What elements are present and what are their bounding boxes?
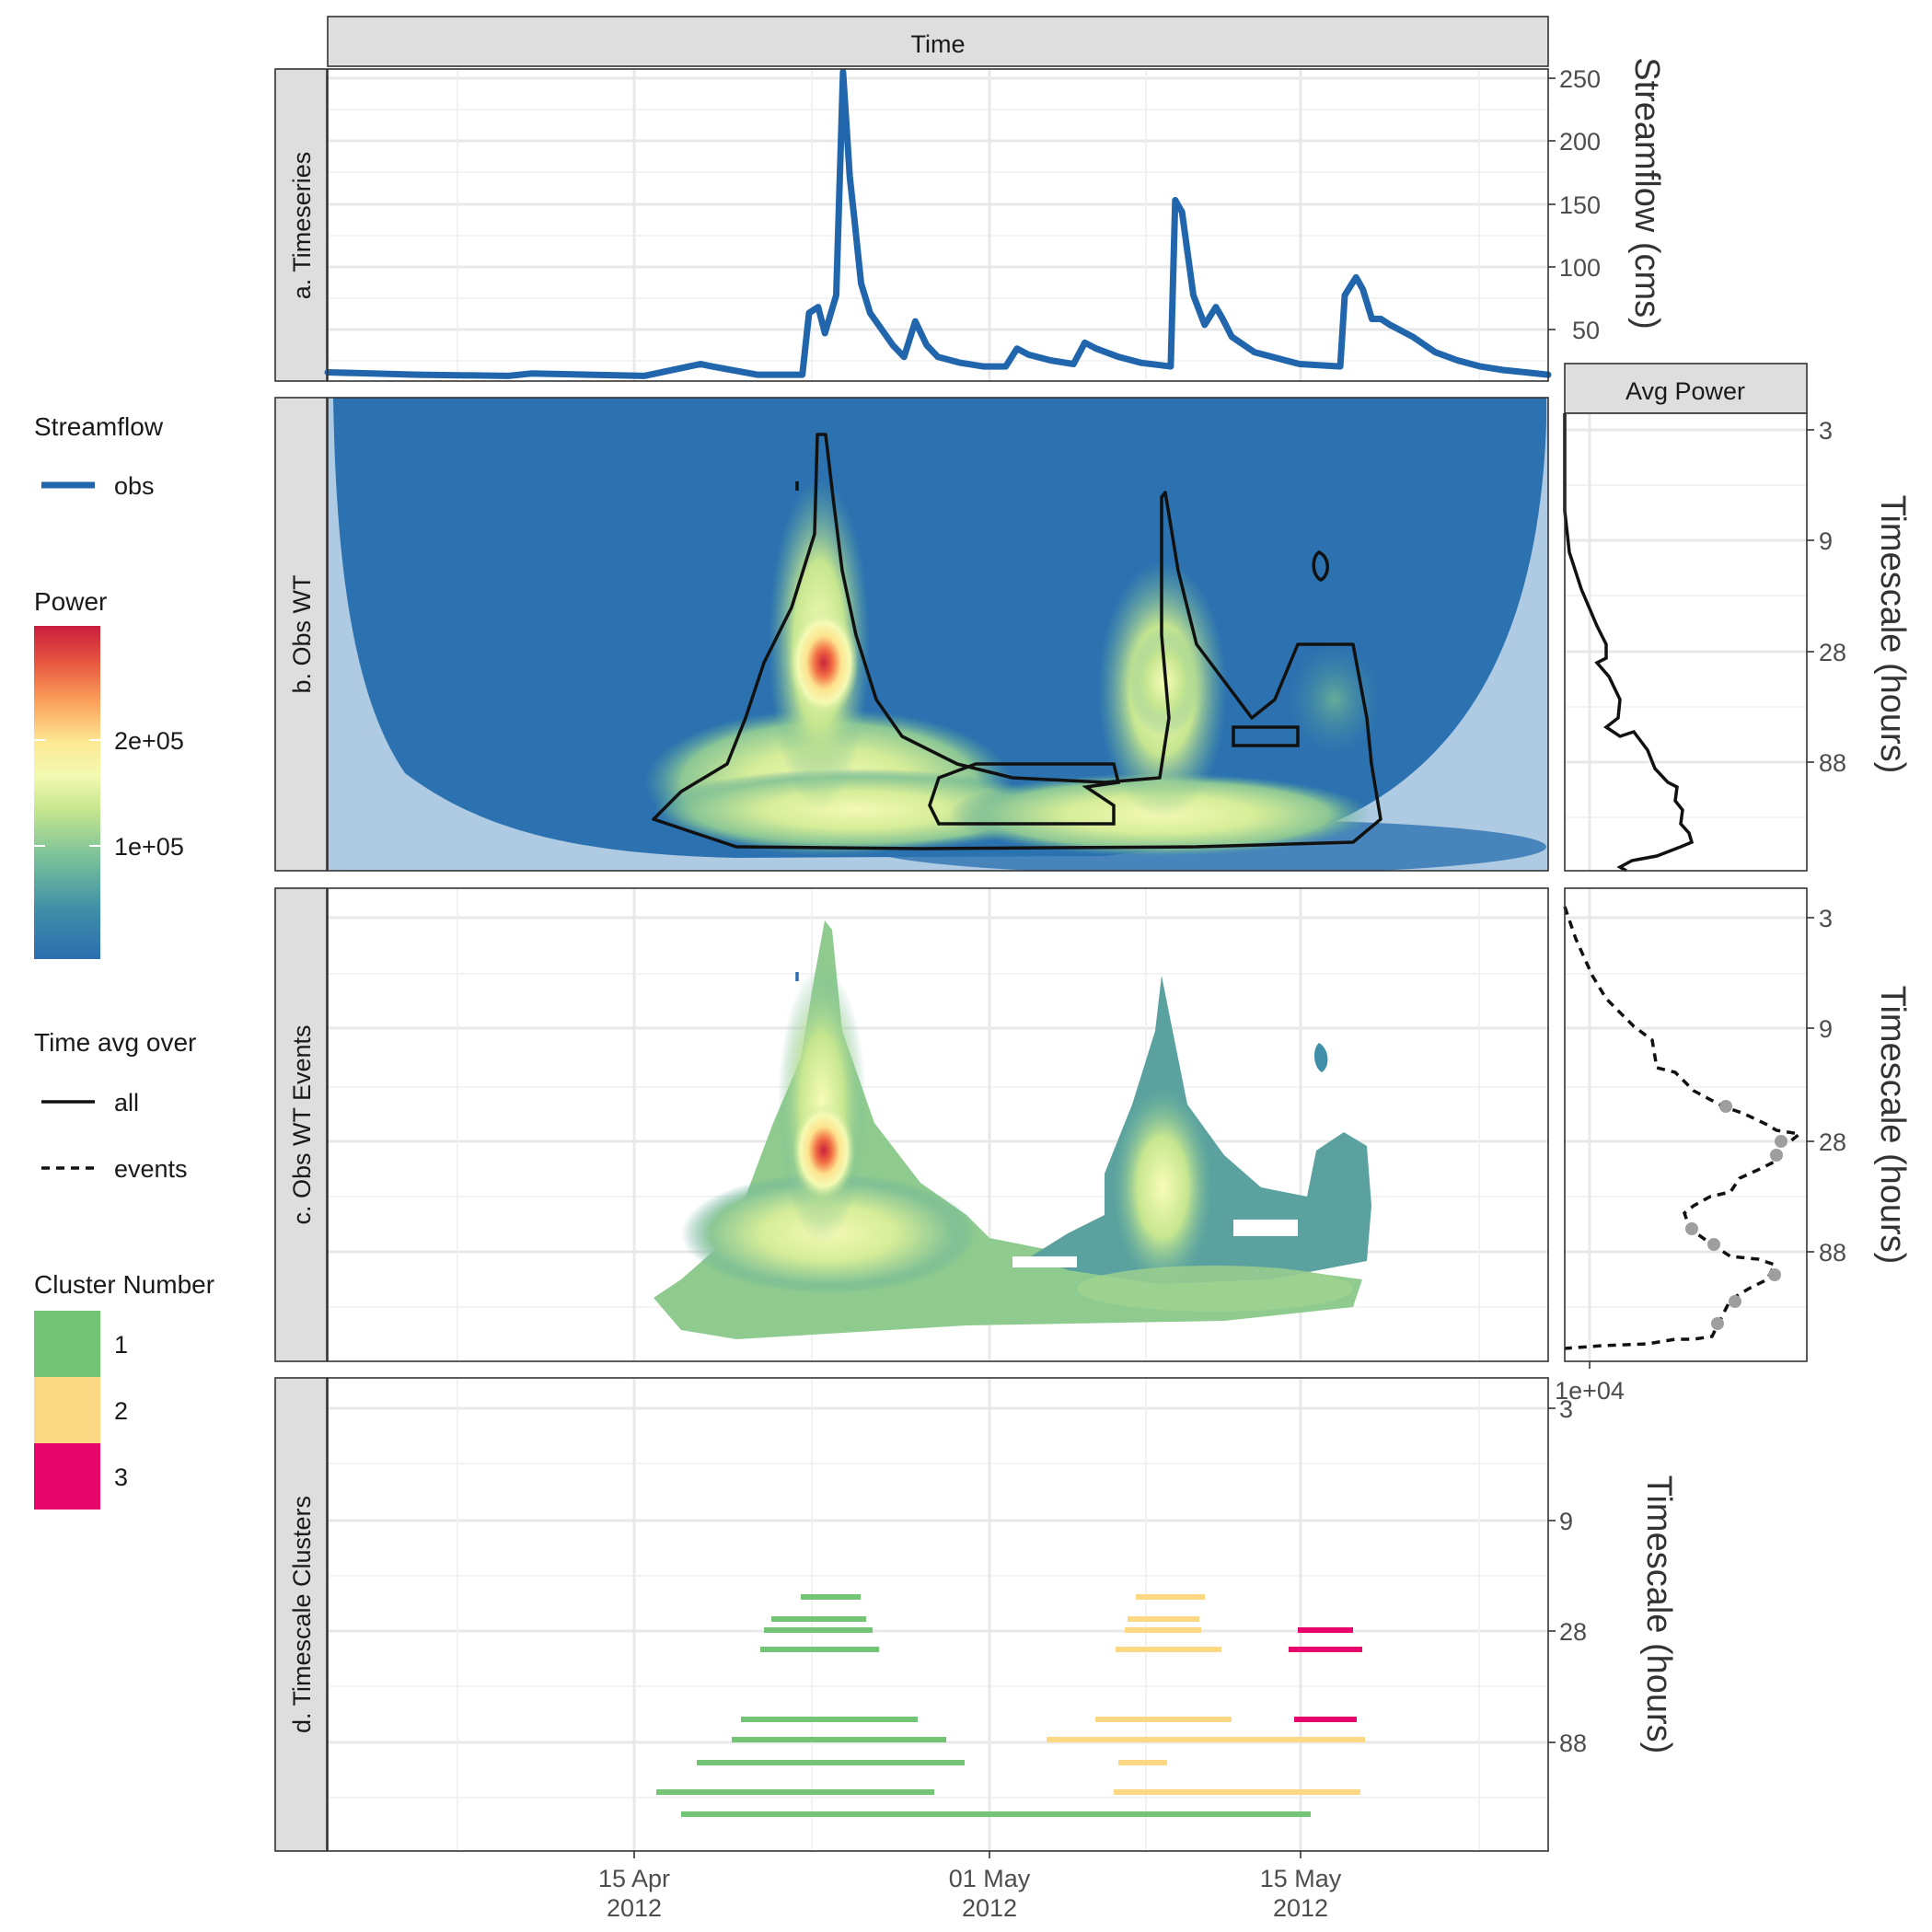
flow-tick-50: 50: [1572, 317, 1600, 344]
avg-power-label: Avg Power: [1625, 377, 1745, 405]
c-axis-title: Timescale (hours): [1873, 986, 1912, 1265]
significance-contour-1: [652, 433, 1382, 850]
flow-tick-200: 200: [1559, 128, 1601, 156]
date-tick-may01: 01 May: [949, 1865, 1031, 1892]
legend-cluster-2-swatch: [34, 1377, 100, 1443]
c-tick-9: 9: [1819, 1015, 1833, 1043]
flow-tick-100: 100: [1559, 254, 1601, 282]
strip-a: [274, 68, 328, 382]
panel-a-timeseries: [324, 68, 1552, 382]
avg-power-events-line: [1563, 906, 1804, 1350]
d-tick-9: 9: [1559, 1508, 1573, 1535]
wt-peak-hotspot: [789, 609, 859, 716]
legend-all-label: all: [114, 1089, 139, 1116]
b-tick-3: 3: [1819, 417, 1833, 445]
wt-power-field: [333, 398, 1546, 858]
legend-cluster-3-label: 3: [114, 1463, 128, 1491]
significance-contour-3: [1232, 725, 1300, 747]
legend-power-title: Power: [34, 587, 107, 616]
legend-cluster-1-label: 1: [114, 1331, 128, 1359]
legend-events-label: events: [114, 1155, 188, 1183]
panel-c-timescale-axis: 3 9 28 88 Timescale (hours): [1807, 905, 1912, 1267]
time-facet-strip: [327, 16, 1549, 67]
avg-power-all-line: [1563, 413, 1695, 873]
legend-time-avg-title: Time avg over: [34, 1028, 196, 1057]
time-facet-label: Time: [911, 30, 966, 58]
d-axis-title: Timescale (hours): [1639, 1475, 1678, 1754]
c-tick-28: 28: [1819, 1128, 1846, 1156]
legend-obs-label: obs: [114, 472, 155, 500]
flow-tick-250: 250: [1559, 65, 1601, 93]
panel-b-obs-wt: [328, 398, 1548, 871]
legend-cluster-1-swatch: [34, 1311, 100, 1377]
time-x-axis: 15 Apr 2012 01 May 2012 15 May 2012: [598, 1851, 1342, 1922]
flow-tick-150: 150: [1559, 191, 1601, 219]
date-tick-apr15-year: 2012: [607, 1894, 662, 1922]
strip-a-label: a. Timeseries: [288, 152, 316, 300]
c-tick-88: 88: [1819, 1239, 1846, 1267]
b-tick-88: 88: [1819, 749, 1846, 777]
d-tick-88: 88: [1559, 1730, 1587, 1757]
b-tick-9: 9: [1819, 527, 1833, 555]
panel-c-wt-events: [327, 887, 1549, 1362]
panel-a-grid: [328, 69, 1548, 381]
strip-b: [274, 397, 328, 872]
legend-cluster: Cluster Number 1 2 3: [34, 1270, 214, 1510]
legend-cluster-title: Cluster Number: [34, 1270, 214, 1299]
significance-contour-2: [928, 762, 1121, 826]
d-tick-3: 3: [1559, 1395, 1573, 1423]
significance-contour-4: [1312, 550, 1329, 582]
date-tick-apr15: 15 Apr: [598, 1865, 670, 1892]
strip-c: [274, 887, 328, 1362]
d-tick-28: 28: [1559, 1618, 1587, 1646]
power-tick-1e4: 1e+04: [1555, 1377, 1625, 1405]
c-tick-3: 3: [1819, 905, 1833, 932]
legend-power: Power 2e+05 1e+05: [34, 587, 184, 959]
panel-b-border: [327, 397, 1549, 872]
strip-d: [274, 1377, 328, 1852]
strip-c-label: c. Obs WT Events: [288, 1024, 316, 1224]
date-tick-may15: 15 May: [1260, 1865, 1342, 1892]
b-axis-title: Timescale (hours): [1873, 495, 1912, 774]
legend-cluster-2-label: 2: [114, 1397, 128, 1425]
b-tick-28: 28: [1819, 639, 1846, 666]
legend-streamflow-title: Streamflow: [34, 412, 164, 441]
legend-streamflow: Streamflow obs: [34, 412, 164, 500]
strip-d-label: d. Timescale Clusters: [288, 1496, 316, 1733]
power-colorbar: [34, 626, 100, 959]
panel-b-timescale-axis: 3 9 28 88 Timescale (hours): [1807, 417, 1912, 777]
panel-d-clusters: [327, 1377, 1549, 1852]
avg-power-panel-all: [1563, 412, 1808, 873]
event-peak-hotspot: [792, 1103, 855, 1198]
streamflow-obs-line: [324, 68, 1552, 379]
legend-cluster-3-swatch: [34, 1443, 100, 1510]
date-tick-may01-year: 2012: [962, 1894, 1017, 1922]
power-tick-2e5: 2e+05: [114, 727, 184, 755]
legend-time-avg: Time avg over all events: [34, 1028, 196, 1183]
streamflow-axis: 250 200 150 100 50 Streamflow (cms): [1548, 57, 1666, 344]
cluster-segments: [656, 1594, 1365, 1817]
avg-power-axis: 1e+04: [1555, 1361, 1625, 1405]
power-tick-1e5: 1e+05: [114, 833, 184, 861]
panel-d-timescale-axis: 3 9 28 88 Timescale (hours): [1548, 1395, 1678, 1757]
avg-power-panel-events: [1563, 887, 1808, 1362]
streamflow-axis-title: Streamflow (cms): [1627, 57, 1666, 330]
strip-b-label: b. Obs WT: [288, 574, 316, 693]
date-tick-may15-year: 2012: [1273, 1894, 1328, 1922]
cluster-centroid-points: [1685, 1100, 1787, 1330]
avg-power-strip: [1564, 363, 1808, 414]
